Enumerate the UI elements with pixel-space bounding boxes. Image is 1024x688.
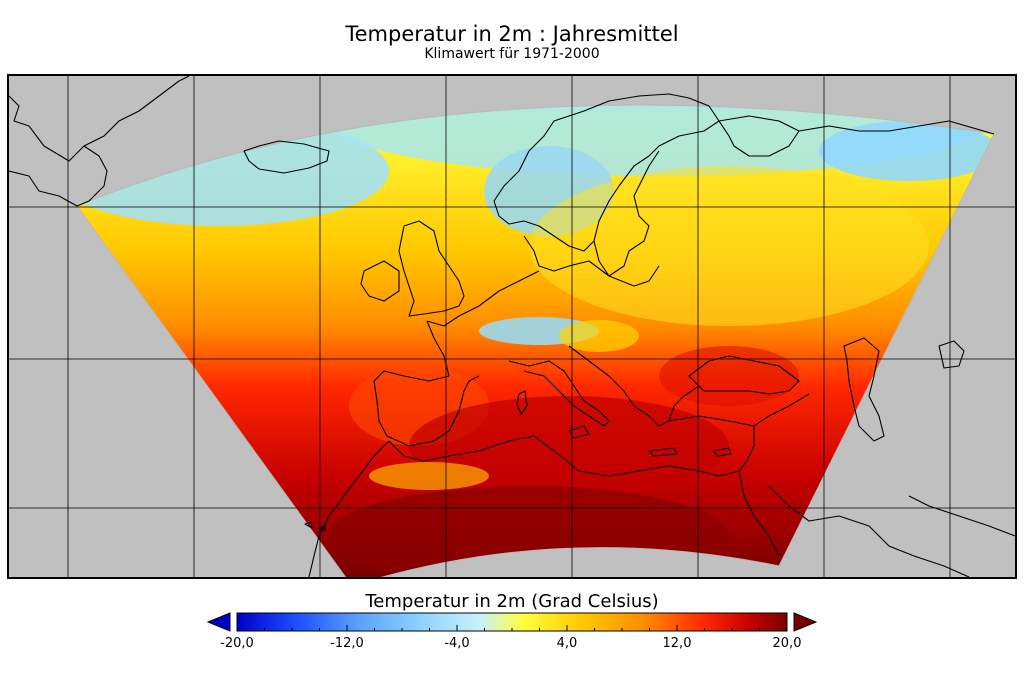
model-domain-outline	[76, 104, 995, 577]
map-panel	[7, 74, 1017, 579]
temperature-map	[9, 76, 1015, 577]
colorbar-tick-label: 20,0	[772, 636, 802, 651]
colorbar-title: Temperatur in 2m (Grad Celsius)	[365, 591, 659, 612]
colorbar	[206, 612, 818, 632]
colorbar-tick-label: -12,0	[330, 636, 364, 651]
map-title: Temperatur in 2m : Jahresmittel	[345, 22, 679, 46]
temperature-field	[77, 105, 994, 577]
coastlines	[9, 76, 1015, 577]
colorbar-min-arrow	[206, 612, 231, 632]
colorbar-ticks	[236, 625, 788, 631]
colorbar-tick-label: -20,0	[220, 636, 254, 651]
colorbar-tick-label: 12,0	[662, 636, 692, 651]
map-subtitle: Klimawert für 1971-2000	[424, 46, 600, 62]
graticule	[9, 76, 1015, 577]
colorbar-tick-label: -4,0	[444, 636, 470, 651]
colorbar-max-arrow	[793, 612, 818, 632]
colorbar-tick-label: 4,0	[556, 636, 578, 651]
